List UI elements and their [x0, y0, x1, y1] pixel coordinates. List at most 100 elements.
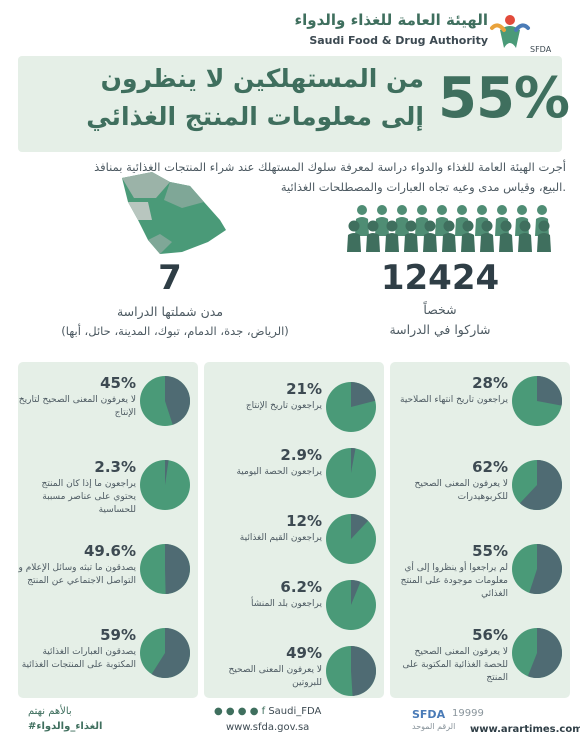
pie-slice	[351, 514, 369, 539]
person-icon	[423, 220, 437, 252]
footer-unified-label: الرقم الموحد	[412, 722, 456, 731]
pie-slice	[519, 460, 563, 510]
stat-description: يراجعون تاريخ الإنتاج	[245, 401, 322, 411]
watermark: www.arartimes.com	[470, 724, 580, 735]
person-icon	[415, 205, 429, 236]
social-handle-text: Saudi_FDA	[268, 706, 322, 717]
stat-description: يراجعون بلد المنشأ	[251, 599, 322, 609]
saudi-map-icon	[122, 172, 226, 254]
stat-percent: 49%	[286, 644, 322, 662]
people-crowd-icon	[347, 205, 551, 252]
person-icon	[385, 220, 399, 252]
pie-slice	[165, 460, 169, 485]
stat-item: 56% لا يعرفون المعنى الصحيح للحصة الغذائي…	[390, 622, 570, 686]
stat-percent: 28%	[472, 374, 508, 392]
pie-chart	[326, 514, 376, 564]
pie-chart	[140, 628, 190, 678]
stat-item: 59% يصدقون العبارات الغذائية المكتوبة على…	[18, 622, 198, 686]
stat-description: يصدقون العبارات الغذائية المكتوبة على ال…	[21, 647, 136, 670]
stat-item: 2.9% يراجعون الحصة اليومية	[204, 442, 384, 506]
person-icon	[355, 205, 369, 236]
pie-chart	[140, 376, 191, 426]
org-name-arabic: الهيئة العامة للغذاء والدواء	[294, 11, 488, 29]
stat-percent: 56%	[472, 626, 508, 644]
pie-slice	[537, 376, 563, 406]
stat-percent: 45%	[100, 374, 136, 392]
intro-line-2: البيع، وقياس مدى وعيه تجاه العبارات والم…	[280, 180, 566, 194]
org-name-english: Saudi Food & Drug Authority	[309, 34, 488, 47]
stat-percent: 55%	[472, 542, 508, 560]
pie-slice	[351, 646, 376, 696]
stat-percent: 59%	[100, 626, 136, 644]
panel-middle: 21% يراجعون تاريخ الإنتاج 2.9% يراجعون الحص…	[204, 362, 384, 698]
participants-number: 12424	[380, 258, 500, 298]
person-icon	[537, 220, 551, 252]
stat-item: 62% لا يعرفون المعنى الصحيح للكربوهيدرات	[390, 454, 570, 518]
pie-chart	[326, 382, 376, 432]
stat-item: 49.6% يصدقون ما تبثه وسائل الإعلام و التو…	[18, 538, 198, 602]
social-icons: ● ● ● ● f	[214, 706, 269, 717]
person-icon	[404, 220, 418, 252]
stat-description: لا يعرفون المعنى الصحيح للحصة الغذائية ا…	[402, 647, 508, 683]
pie-slice	[351, 382, 376, 407]
person-icon	[535, 205, 549, 236]
pie-chart	[326, 646, 376, 696]
logo-caption: SFDA	[530, 45, 552, 54]
stat-description: لم يراجعوا أو ينظروا إلى أي معلومات موجو…	[400, 563, 508, 599]
pie-chart	[140, 460, 190, 510]
stat-percent: 21%	[286, 380, 322, 398]
stat-description: لا يعرفون المعنى الصحيح لتاريخ الإنتاج	[18, 395, 136, 418]
footer-website[interactable]: www.sfda.gov.sa	[226, 722, 310, 733]
footer-brand: SFDA	[412, 708, 446, 721]
panel-left: 45% لا يعرفون المعنى الصحيح لتاريخ الإنتا…	[18, 362, 198, 698]
stat-item: 28% يراجعون تاريخ انتهاء الصلاحية	[390, 370, 570, 434]
stat-description: يصدقون ما تبثه وسائل الإعلام و التواصل ا…	[18, 563, 136, 586]
headline-line-1: من المستهلكين لا ينظرون	[100, 64, 424, 93]
footer-hashtag: #الغذاء_والدواء	[28, 721, 103, 732]
stat-item: 49% لا يعرفون المعنى الصحيح للبروتين	[204, 640, 384, 704]
sfda-logo-icon: SFDA	[490, 15, 552, 54]
person-icon	[435, 205, 449, 236]
stat-percent: 12%	[286, 512, 322, 530]
stat-description: لا يعرفون المعنى الصحيح للكربوهيدرات	[414, 479, 508, 502]
stat-percent: 6.2%	[280, 578, 322, 596]
panel-right: 28% يراجعون تاريخ انتهاء الصلاحية 62% لا يع…	[390, 362, 570, 698]
stat-item: 6.2% يراجعون بلد المنشأ	[204, 574, 384, 638]
headline-banner	[18, 56, 562, 152]
person-icon	[366, 220, 380, 252]
pie-chart	[512, 460, 563, 510]
pie-chart	[326, 448, 376, 498]
cities-label: مدن شملتها الدراسة	[116, 304, 224, 319]
intro-line-1: أجرت الهيئة العامة للغذاء والدواء دراسة …	[94, 160, 566, 174]
pie-chart	[512, 544, 562, 594]
footer-unified-number: 19999	[452, 708, 484, 719]
footer-social-handle[interactable]: ● ● ● ● f Saudi_FDA	[214, 706, 321, 717]
person-icon	[461, 220, 475, 252]
person-icon	[515, 205, 529, 236]
pie-chart	[140, 544, 190, 594]
pie-chart	[512, 628, 563, 678]
pie-slice	[165, 376, 191, 425]
cities-list: (الرياض، جدة، الدمام، تبوك، المدينة، حائ…	[61, 324, 289, 338]
footer-slogan: بالأهم نهتم	[28, 706, 72, 717]
pie-slice	[151, 628, 190, 678]
person-icon	[480, 220, 494, 252]
stat-description: يراجعون الحصة اليومية	[236, 467, 322, 477]
stat-description: يراجعون ما إذا كان المنتج يحتوي على عناص…	[41, 479, 136, 515]
person-icon	[442, 220, 456, 252]
cities-number: 7	[158, 258, 182, 298]
stat-description: يراجعون القيم الغذائية	[239, 533, 322, 543]
stat-description: لا يعرفون المعنى الصحيح للبروتين	[228, 665, 322, 688]
stat-item: 2.3% يراجعون ما إذا كان المنتج يحتوي على …	[18, 454, 198, 518]
person-icon	[499, 220, 513, 252]
stat-percent: 62%	[472, 458, 508, 476]
pie-chart	[326, 580, 376, 630]
headline-percent: 55%	[438, 66, 570, 131]
headline-line-2: إلى معلومات المنتج الغذائي	[86, 102, 424, 131]
stat-description: يراجعون تاريخ انتهاء الصلاحية	[400, 395, 508, 405]
pie-slice	[351, 580, 361, 605]
stat-percent: 2.9%	[280, 446, 322, 464]
person-icon	[347, 220, 361, 252]
pie-chart	[512, 376, 563, 426]
pie-slice	[351, 448, 356, 473]
